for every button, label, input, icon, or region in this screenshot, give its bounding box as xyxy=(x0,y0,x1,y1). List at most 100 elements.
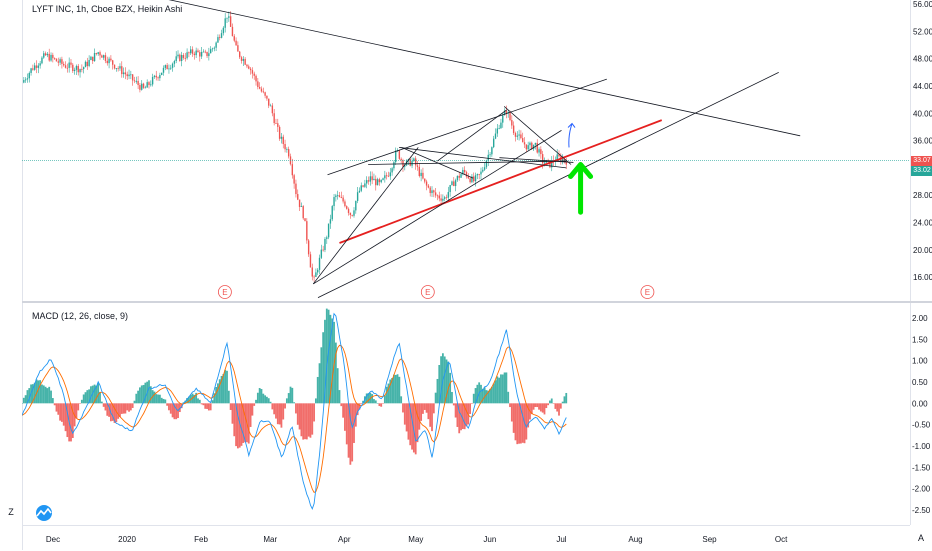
tradingview-logo-icon[interactable] xyxy=(36,505,52,521)
candle xyxy=(505,105,508,119)
fan-line-1[interactable] xyxy=(312,147,419,285)
candle xyxy=(433,189,435,198)
histogram-bar xyxy=(371,394,374,404)
histogram-bar xyxy=(358,403,361,410)
earnings-marker[interactable]: E xyxy=(420,285,435,299)
time-axis[interactable]: Dec 2020 Feb Mar Apr May Jun Jul Aug Sep Oct xyxy=(22,525,910,551)
histogram-bar xyxy=(102,403,105,407)
candle xyxy=(425,179,428,191)
histogram-bar xyxy=(173,403,176,420)
histogram-bar xyxy=(422,403,424,414)
candle xyxy=(340,191,342,199)
earnings-marker[interactable]: E xyxy=(218,285,232,299)
price-axis[interactable]: 56.0052.0048.0044.0040.0036.0032.0028.00… xyxy=(910,0,932,301)
macd-line xyxy=(22,312,567,510)
histogram-bar xyxy=(365,393,368,404)
red-support-line[interactable] xyxy=(339,119,663,244)
pattern-line-a[interactable] xyxy=(401,147,474,179)
candle xyxy=(79,68,81,78)
histogram-bar xyxy=(71,403,74,438)
pattern-line-c[interactable] xyxy=(503,106,572,165)
candle xyxy=(289,153,292,166)
candle xyxy=(88,55,90,68)
macd-pane[interactable]: MACD (12, 26, close, 9) xyxy=(22,303,910,525)
histogram-bar xyxy=(97,383,100,404)
macd-axis[interactable]: 2.00 1.50 1.00 0.50 0.00 -0.50 -1.00 -1.50 -2.00… xyxy=(910,303,932,525)
candle xyxy=(150,80,152,87)
candle xyxy=(209,46,212,54)
candle xyxy=(197,48,199,53)
earnings-marker[interactable]: E xyxy=(640,285,655,299)
candle xyxy=(155,70,157,81)
macd-chart[interactable] xyxy=(22,303,910,525)
green-up-arrow[interactable] xyxy=(568,161,594,215)
wedge-bottom-line[interactable] xyxy=(399,147,567,169)
channel-upper-line[interactable] xyxy=(327,78,607,176)
pane-divider[interactable] xyxy=(22,301,932,303)
candle xyxy=(458,172,460,181)
histogram-bar xyxy=(425,403,428,413)
blue-up-arrow[interactable] xyxy=(567,122,576,148)
histogram-bar xyxy=(195,392,198,404)
candle xyxy=(244,57,246,66)
histogram-bar xyxy=(202,403,205,406)
price-tick-label: 44.00 xyxy=(913,82,932,91)
candle xyxy=(148,81,150,89)
histogram-bar xyxy=(429,403,432,427)
candle xyxy=(92,56,94,64)
price-pane[interactable]: E E E LYFT INC, 1h, Cboe BZX, Heikin Ashi xyxy=(22,0,910,301)
candle xyxy=(360,182,362,193)
candle xyxy=(43,50,45,59)
candle xyxy=(39,61,41,69)
histogram-bar xyxy=(403,403,406,425)
histogram-bar xyxy=(193,394,196,404)
histogram-bar xyxy=(282,403,285,420)
auto-scale-button[interactable]: A xyxy=(917,533,924,543)
candle xyxy=(511,115,513,129)
histogram-bar xyxy=(316,376,319,404)
candle xyxy=(333,193,335,211)
candle xyxy=(306,218,308,244)
candle xyxy=(378,177,381,186)
histogram-bar xyxy=(496,376,499,404)
pattern-line-d[interactable] xyxy=(499,157,574,163)
candle xyxy=(523,137,526,148)
scale-toggle-button[interactable]: Z xyxy=(8,507,14,517)
candle xyxy=(130,70,132,80)
candle xyxy=(253,71,255,80)
histogram-bar xyxy=(22,403,23,404)
histogram-bar xyxy=(309,403,312,438)
candle xyxy=(50,52,52,62)
candle xyxy=(318,254,321,275)
histogram-bar xyxy=(376,403,379,404)
candle xyxy=(342,195,344,204)
histogram-bar xyxy=(51,398,54,404)
fan-line-2[interactable] xyxy=(313,130,562,285)
candle xyxy=(429,185,431,197)
time-tick-label: Mar xyxy=(263,535,277,544)
histogram-bar xyxy=(532,403,535,410)
histogram-bar xyxy=(516,403,519,445)
wedge-top-line[interactable] xyxy=(368,160,567,165)
candle xyxy=(64,61,67,69)
channel-lower-line[interactable] xyxy=(317,71,779,298)
candle xyxy=(153,74,156,79)
downtrend-line[interactable] xyxy=(110,0,801,137)
candle xyxy=(512,121,515,135)
candle xyxy=(242,56,245,67)
histogram-bar xyxy=(552,403,555,404)
histogram-bar xyxy=(236,403,239,449)
histogram-bar xyxy=(400,396,403,404)
candle xyxy=(226,17,228,23)
candle xyxy=(251,67,254,79)
pattern-line-b[interactable] xyxy=(437,109,507,162)
histogram-bar xyxy=(164,399,167,404)
histogram-bar xyxy=(558,403,560,416)
histogram-bar xyxy=(307,403,310,437)
histogram-bar xyxy=(349,403,352,465)
candle xyxy=(380,179,382,184)
candle xyxy=(121,61,123,78)
histogram-bar xyxy=(391,378,393,404)
